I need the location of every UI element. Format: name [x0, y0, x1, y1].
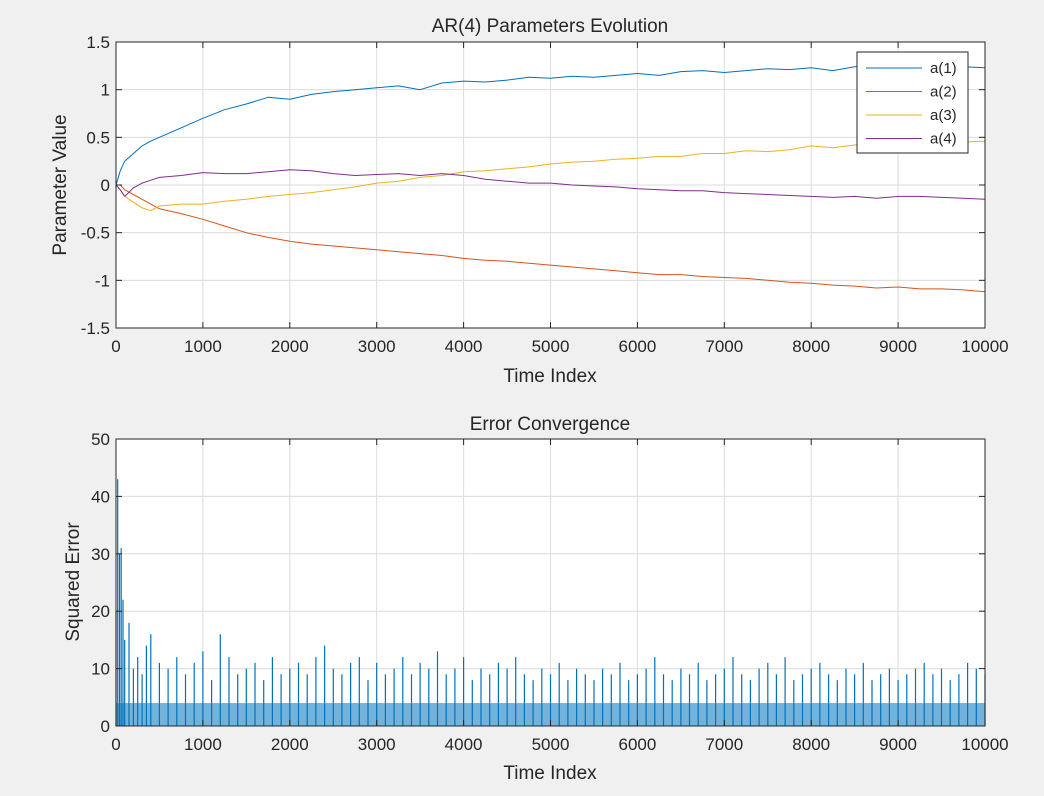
x-tick-label: 8000	[792, 337, 830, 356]
x-tick-label: 4000	[445, 337, 483, 356]
y-tick-label: 20	[91, 602, 110, 621]
ticks-error: 0 1000 2000 3000 4000 5000 6000 7000 8000 9000 100…	[91, 430, 1009, 754]
series-line-a3	[115, 140, 986, 212]
y-tick-label: 10	[91, 660, 110, 679]
legend-label: a(2)	[930, 84, 957, 101]
x-tick-label: 3000	[358, 735, 396, 754]
x-tick-label: 3000	[358, 337, 396, 356]
x-tick-label: 8000	[792, 735, 830, 754]
x-tick-label: 10000	[961, 337, 1008, 356]
y-tick-label: 1	[101, 81, 110, 100]
legend-entries: a(1) a(2) a(3) a(4)	[866, 60, 957, 148]
x-tick-label: 0	[111, 337, 120, 356]
y-tick-label: -1	[95, 271, 110, 290]
x-tick-label: 4000	[445, 735, 483, 754]
x-tick-label: 10000	[961, 735, 1008, 754]
x-tick-label: 9000	[879, 735, 917, 754]
x-axis-label-error: Time Index	[503, 763, 597, 784]
legend-label: a(3)	[930, 107, 957, 124]
x-tick-label: 1000	[184, 337, 222, 356]
series-error-dense-band	[116, 703, 985, 726]
legend-label: a(1)	[930, 60, 957, 77]
y-tick-label: 0	[101, 176, 110, 195]
x-tick-label: 6000	[618, 337, 656, 356]
legend[interactable]: a(1) a(2) a(3) a(4)	[856, 51, 969, 154]
legend-label: a(4)	[930, 131, 957, 148]
x-tick-label: 5000	[532, 337, 570, 356]
x-tick-label: 5000	[532, 735, 570, 754]
y-axis-label-parameters: Parameter Value	[50, 114, 71, 255]
x-tick-label: 7000	[705, 337, 743, 356]
series-line-a2	[116, 184, 986, 293]
series-line-a1	[115, 65, 986, 186]
axes-error-convergence: 0 1000 2000 3000 4000 5000 6000 7000 8000 9000 100…	[63, 414, 1009, 784]
x-tick-label: 9000	[879, 337, 917, 356]
x-tick-label: 1000	[184, 735, 222, 754]
y-tick-label: 0	[101, 717, 110, 736]
y-tick-label: 50	[91, 430, 110, 449]
x-axis-label-parameters: Time Index	[503, 366, 597, 387]
series-lines-parameters	[115, 65, 986, 293]
y-tick-label: 1.5	[86, 33, 110, 52]
ticks-parameters: 0 1000 2000 3000 4000 5000 6000 7000 8000 9000 100…	[81, 33, 1009, 356]
x-tick-label: 2000	[271, 337, 309, 356]
chart-title-parameters: AR(4) Parameters Evolution	[432, 16, 669, 37]
y-tick-label: 0.5	[86, 128, 110, 147]
x-tick-label: 6000	[618, 735, 656, 754]
legend-box	[856, 51, 969, 154]
x-tick-label: 2000	[271, 735, 309, 754]
y-tick-label: 30	[91, 545, 110, 564]
x-tick-label: 7000	[705, 735, 743, 754]
y-tick-label: -1.5	[81, 319, 110, 338]
y-tick-label: -0.5	[81, 224, 110, 243]
y-tick-label: 40	[91, 487, 110, 506]
y-axis-label-error: Squared Error	[63, 522, 84, 642]
series-line-a4	[115, 169, 986, 200]
x-tick-label: 0	[111, 735, 120, 754]
axes-parameters-evolution: 0 1000 2000 3000 4000 5000 6000 7000 8000 9000 100…	[50, 16, 1009, 387]
chart-title-error: Error Convergence	[470, 414, 631, 435]
